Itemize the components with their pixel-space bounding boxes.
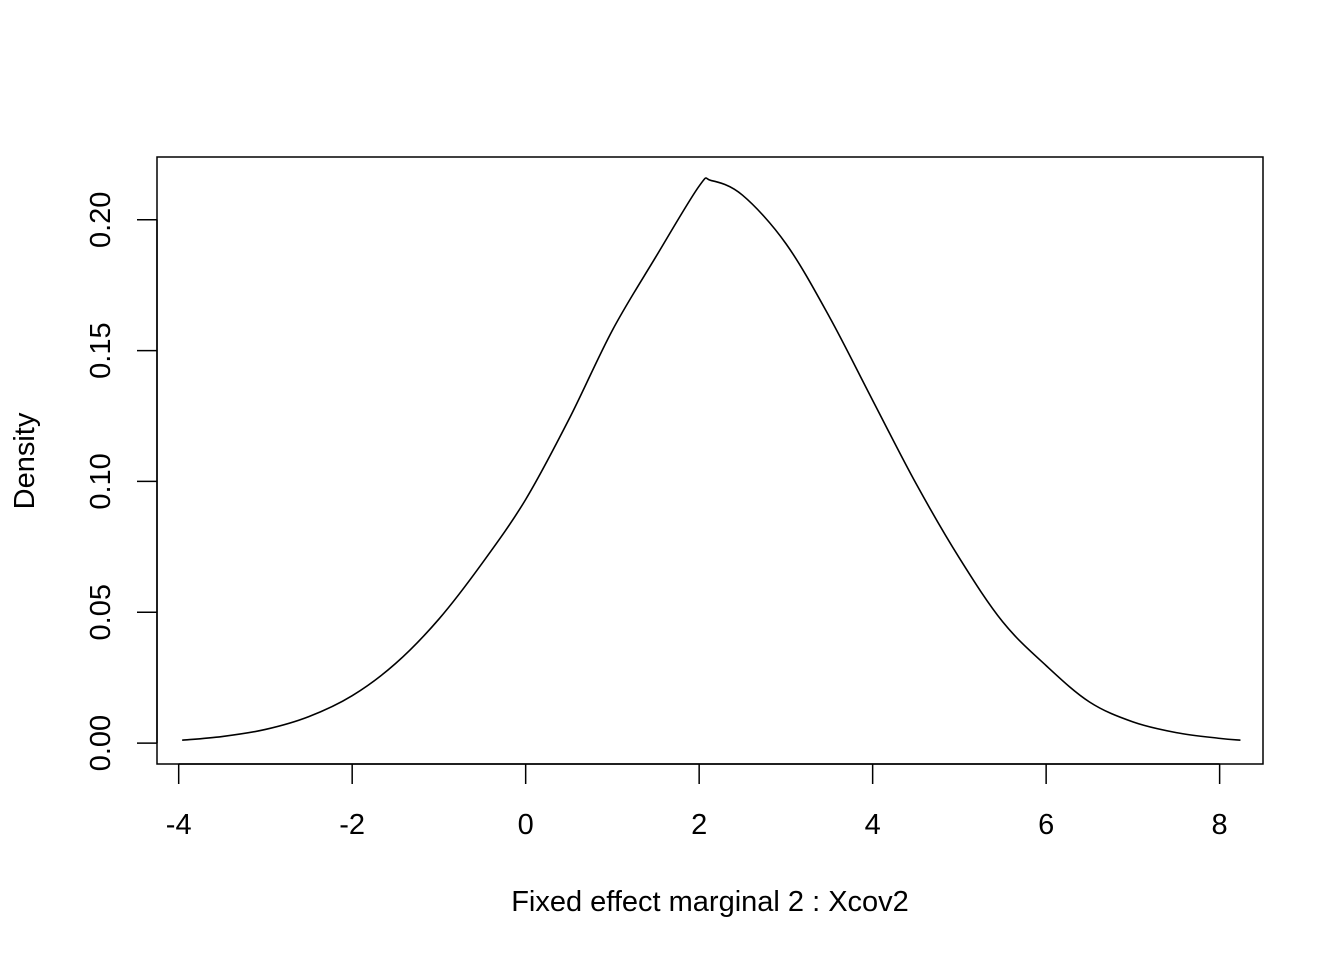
x-tick-label: -2	[339, 809, 365, 841]
y-axis: 0.00 0.05 0.10 0.15 0.20	[85, 192, 158, 771]
y-tick-label: 0.20	[85, 192, 117, 248]
x-tick-label: 8	[1212, 809, 1228, 841]
x-tick-label: 2	[691, 809, 707, 841]
x-tick-label: 6	[1038, 809, 1054, 841]
plot-frame	[156, 156, 1264, 765]
x-tick-label: -4	[166, 809, 192, 841]
y-axis-label: Density	[9, 412, 41, 509]
x-tick-label: 0	[518, 809, 534, 841]
density-curve	[182, 177, 1241, 741]
y-tick-label: 0.05	[85, 584, 117, 640]
x-axis-label: Fixed effect marginal 2 : Xcov2	[511, 886, 909, 918]
y-tick-label: 0.10	[85, 453, 117, 509]
x-tick-label: 4	[865, 809, 881, 841]
x-axis: -4 -2 0 2 4 6 8	[166, 763, 1228, 841]
y-tick-label: 0.15	[85, 322, 117, 378]
y-tick-label: 0.00	[85, 715, 117, 771]
